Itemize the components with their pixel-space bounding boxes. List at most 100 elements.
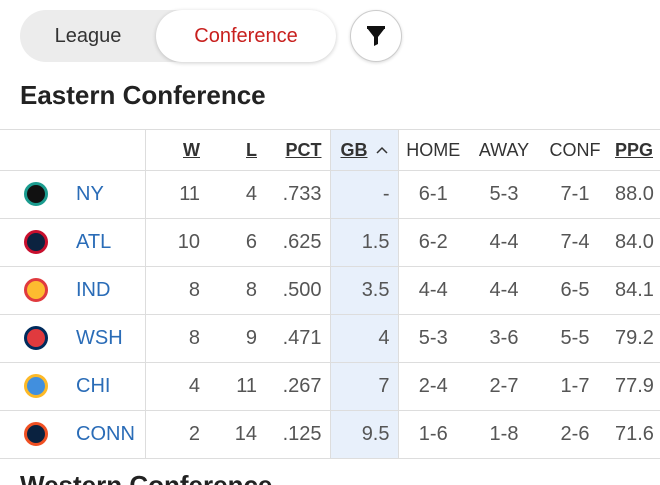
stat-cell: 4 — [208, 170, 265, 219]
team-name[interactable]: NY — [76, 183, 104, 205]
team-name[interactable]: CHI — [76, 375, 111, 397]
team-row[interactable]: IND 8 8.500 3.5 4-4 4-4 6-5 84.1 — [0, 266, 660, 315]
team-name[interactable]: ATL — [76, 231, 112, 253]
team-logo — [24, 278, 48, 302]
stat-cell: 7 — [329, 362, 399, 411]
stat-cell: .471 — [265, 314, 330, 363]
stat-cell: 6-2 — [398, 218, 468, 267]
stat-cell: 5-3 — [468, 170, 540, 219]
stat-cell: 2-4 — [398, 362, 468, 411]
column-header[interactable]: PPG — [610, 129, 660, 171]
stat-cell: 7-1 — [540, 170, 610, 219]
stat-cell: 3-6 — [468, 314, 540, 363]
stat-cell: .625 — [265, 218, 330, 267]
stat-cell: .500 — [265, 266, 330, 315]
team-logo — [24, 422, 48, 446]
stat-cell: 8 — [145, 266, 208, 315]
column-header: AWAY — [468, 129, 540, 171]
stat-cell: 4 — [329, 314, 399, 363]
filter-icon — [367, 26, 385, 46]
stat-cell: 1-7 — [540, 362, 610, 411]
column-label: HOME — [406, 139, 461, 160]
stat-cell: 11 — [145, 170, 208, 219]
stat-cell: 5-5 — [540, 314, 610, 363]
team-logo — [24, 326, 48, 350]
team-logo — [24, 374, 48, 398]
column-label[interactable]: L — [246, 139, 257, 160]
team-cell: IND — [0, 266, 146, 315]
column-header[interactable]: W — [145, 129, 208, 171]
column-label: AWAY — [478, 139, 530, 160]
stat-cell: 3.5 — [329, 266, 399, 315]
stat-cell: 2 — [145, 410, 208, 459]
team-header — [0, 129, 146, 171]
column-label[interactable]: W — [183, 139, 200, 160]
team-name[interactable]: WSH — [76, 327, 123, 349]
stat-cell: 4-4 — [398, 266, 468, 315]
team-logo — [24, 182, 48, 206]
stat-cell: 11 — [208, 362, 265, 411]
stat-cell: 14 — [208, 410, 265, 459]
stat-cell: 10 — [145, 218, 208, 267]
team-row[interactable]: NY 11 4.733-6-1 5-3 7-1 88.0 — [0, 170, 660, 219]
team-row[interactable]: ATL 10 6.625 1.5 6-2 4-4 7-4 84.0 — [0, 218, 660, 267]
stat-cell: 4-4 — [468, 266, 540, 315]
next-section-title: Western Conference — [20, 470, 273, 485]
column-header[interactable]: L — [208, 129, 265, 171]
stat-cell: 2-7 — [468, 362, 540, 411]
stat-cell: 9.5 — [329, 410, 399, 459]
stat-cell: 7-4 — [540, 218, 610, 267]
stat-cell: 71.6 — [610, 410, 660, 459]
team-cell: NY — [0, 170, 146, 219]
stat-cell: 1-8 — [468, 410, 540, 459]
stat-cell: 5-3 — [398, 314, 468, 363]
stat-cell: 79.2 — [610, 314, 660, 363]
stat-cell: 2-6 — [540, 410, 610, 459]
team-name[interactable]: CONN — [76, 423, 135, 445]
team-cell: WSH — [0, 314, 146, 363]
stat-cell: 6-5 — [540, 266, 610, 315]
tab[interactable]: Conference — [156, 10, 336, 62]
tab-bar: League Conference — [20, 10, 336, 62]
team-row[interactable]: CONN 2 14.125 9.5 1-6 1-8 2-6 71.6 — [0, 410, 660, 459]
stat-cell: 77.9 — [610, 362, 660, 411]
team-cell: CONN — [0, 410, 146, 459]
section-title: Eastern Conference — [20, 80, 266, 110]
stat-cell: .267 — [265, 362, 330, 411]
stat-cell: .125 — [265, 410, 330, 459]
stat-cell: 84.0 — [610, 218, 660, 267]
column-header[interactable]: PCT — [265, 129, 330, 171]
column-label[interactable]: GB — [340, 139, 368, 160]
stat-cell: 8 — [145, 314, 208, 363]
team-logo — [24, 230, 48, 254]
column-header: HOME — [398, 129, 468, 171]
stat-cell: 6 — [208, 218, 265, 267]
stat-cell: - — [329, 170, 399, 219]
filter-button[interactable] — [350, 10, 402, 62]
stat-cell: 9 — [208, 314, 265, 363]
team-cell: ATL — [0, 218, 146, 267]
stat-cell: 6-1 — [398, 170, 468, 219]
header-row: W L PCT GB HOME AWAY CONF PPG — [0, 129, 660, 171]
column-header[interactable]: GB — [329, 129, 399, 171]
standings-table: W L PCT GB HOME AWAY CONF PPG NY 11 4.733-6-1 5-3 7… — [0, 129, 660, 459]
stat-cell: .733 — [265, 170, 330, 219]
team-row[interactable]: WSH 8 9.471 4 5-3 3-6 5-5 79.2 — [0, 314, 660, 363]
column-label[interactable]: PCT — [285, 139, 322, 160]
column-header: CONF — [540, 129, 610, 171]
next-section-clip: Western Conference — [20, 470, 420, 485]
sort-arrow — [375, 146, 388, 154]
column-label: CONF — [549, 139, 601, 160]
stat-cell: 4-4 — [468, 218, 540, 267]
stat-cell: 1-6 — [398, 410, 468, 459]
column-label[interactable]: PPG — [615, 139, 654, 160]
stat-cell: 84.1 — [610, 266, 660, 315]
team-name[interactable]: IND — [76, 279, 111, 301]
stat-cell: 88.0 — [610, 170, 660, 219]
tab[interactable]: League — [54, 25, 122, 47]
stat-cell: 1.5 — [329, 218, 399, 267]
team-cell: CHI — [0, 362, 146, 411]
team-row[interactable]: CHI 4 11.267 7 2-4 2-7 1-7 77.9 — [0, 362, 660, 411]
stat-cell: 4 — [145, 362, 208, 411]
